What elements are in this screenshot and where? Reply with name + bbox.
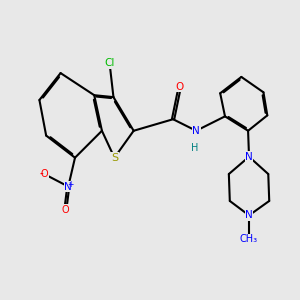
Text: S: S xyxy=(111,153,118,163)
Text: N: N xyxy=(192,126,200,136)
Text: N: N xyxy=(245,210,253,220)
Text: -: - xyxy=(40,169,43,178)
Text: N: N xyxy=(64,182,72,191)
Text: O: O xyxy=(40,169,48,179)
Text: CH₃: CH₃ xyxy=(240,234,258,244)
Text: +: + xyxy=(68,180,74,189)
Text: O: O xyxy=(176,82,184,92)
Text: H: H xyxy=(190,143,198,153)
Text: O: O xyxy=(61,205,69,214)
Text: Cl: Cl xyxy=(104,58,115,68)
Text: N: N xyxy=(245,152,253,162)
